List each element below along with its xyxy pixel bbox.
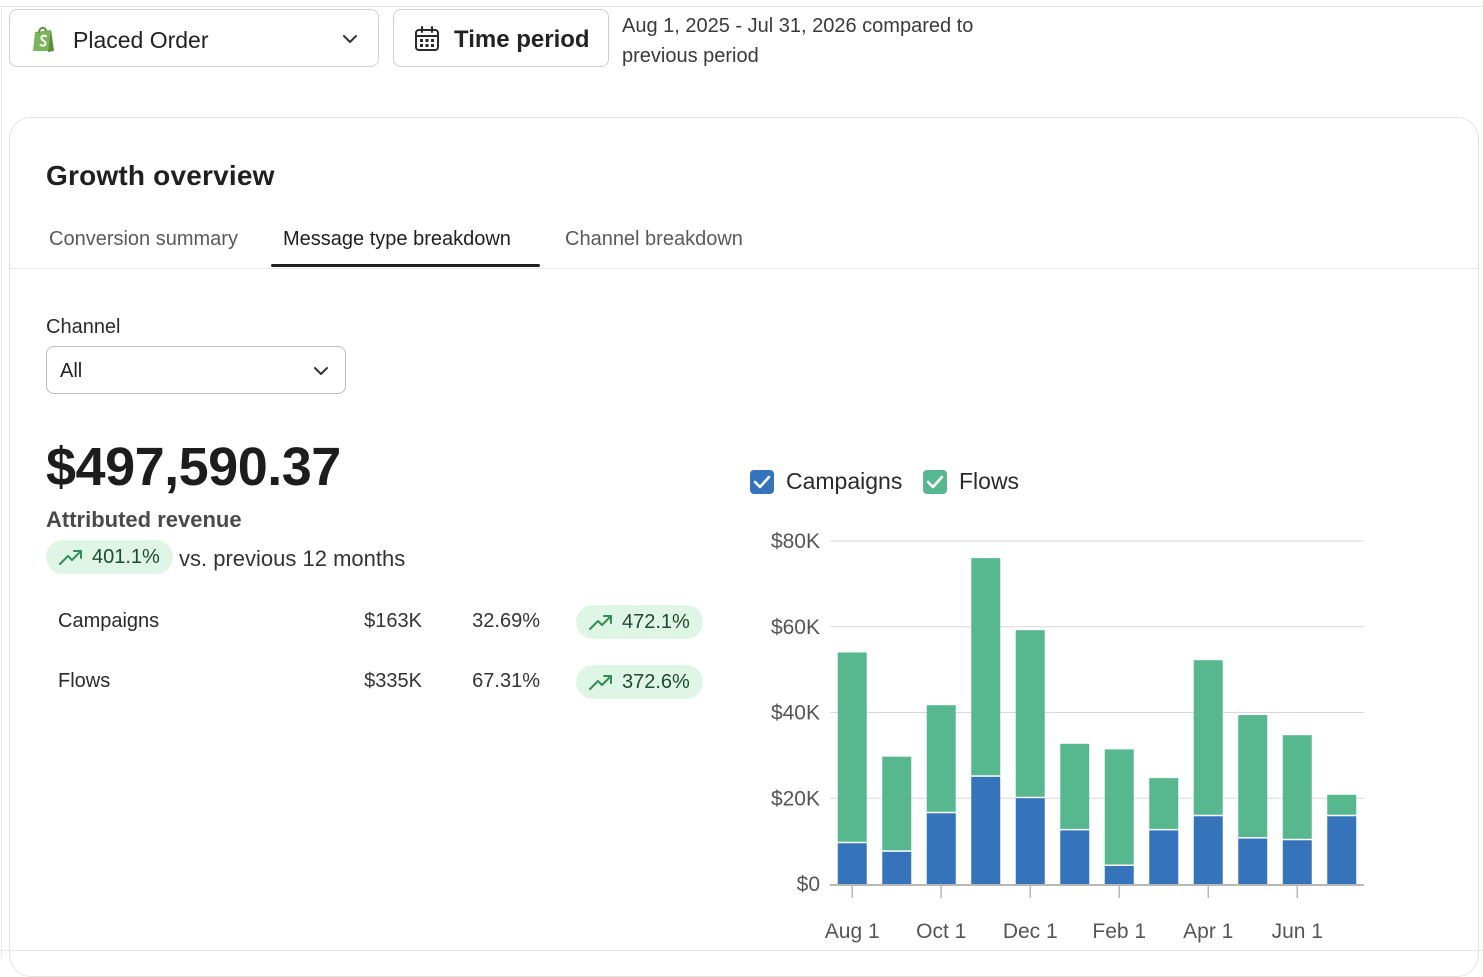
bar-campaigns [1104, 865, 1134, 884]
legend-toggle-flows[interactable]: Flows [923, 468, 1019, 495]
total-change-value: 401.1% [92, 545, 160, 568]
bar-campaigns [1149, 830, 1179, 884]
y-tick-label: $60K [771, 616, 820, 639]
growth-overview-card: Growth overview Conversion summary Messa… [9, 117, 1479, 977]
y-tick-label: $0 [797, 873, 820, 896]
total-change-badge: 401.1% [46, 540, 173, 574]
breakdown-change-badge-campaigns: 472.1% [576, 605, 703, 639]
checkbox-checked-icon [750, 469, 774, 494]
tab-message-type-breakdown[interactable]: Message type breakdown [283, 228, 511, 250]
shopify-icon [33, 26, 54, 52]
bar-campaigns [1282, 840, 1312, 884]
period-description: Aug 1, 2025 - Jul 31, 2026 compared to p… [622, 15, 974, 67]
x-tick-label: Oct 1 [916, 920, 966, 943]
bar-flows [971, 558, 1001, 776]
bar-flows [1327, 794, 1357, 815]
left-divider [1, 6, 2, 958]
legend-toggle-campaigns[interactable]: Campaigns [750, 468, 902, 495]
card-title: Growth overview [46, 160, 275, 191]
bar-campaigns [837, 843, 867, 884]
bar-flows [1193, 660, 1223, 815]
breakdown-label-campaigns: Campaigns [58, 610, 160, 632]
trend-up-icon [59, 550, 82, 565]
checkbox-checked-icon [923, 469, 947, 494]
bar-campaigns [971, 776, 1001, 884]
bar-flows [1060, 743, 1090, 829]
x-tick-label: Dec 1 [1003, 920, 1058, 943]
chevron-down-icon [314, 367, 328, 375]
channel-filter-label: Channel [46, 316, 121, 338]
bar-campaigns [1193, 816, 1223, 884]
x-tick-label: Apr 1 [1183, 920, 1233, 943]
breakdown-change-badge-flows: 372.6% [576, 665, 703, 699]
bar-campaigns [1060, 830, 1090, 884]
bar-campaigns [1327, 816, 1357, 884]
legend-label-flows: Flows [959, 468, 1020, 494]
bar-campaigns [926, 813, 956, 884]
revenue-bar-chart: $0 $20K $40K $60K $80K Aug 1 Oct 1 Dec 1 Feb 1 Ap… [771, 530, 1364, 943]
y-tick-label: $20K [771, 787, 820, 810]
breakdown-amount-campaigns: $163K [364, 610, 422, 632]
breakdown-change-flows: 372.6% [622, 670, 690, 693]
breakdown-change-campaigns: 472.1% [622, 610, 690, 633]
trend-up-icon [589, 615, 612, 630]
event-select[interactable]: Placed Order [9, 9, 379, 67]
x-tick-label: Jun 1 [1272, 920, 1323, 943]
breakdown-share-campaigns: 32.69% [472, 610, 540, 632]
total-change-comparison: vs. previous 12 months [179, 546, 406, 571]
y-tick-label: $40K [771, 702, 820, 725]
bar-flows [1149, 778, 1179, 829]
breakdown-share-flows: 67.31% [472, 670, 540, 692]
bar-flows [882, 756, 912, 851]
breakdown-label-flows: Flows [58, 670, 111, 692]
x-tick-label: Aug 1 [825, 920, 880, 943]
total-revenue: $497,590.37 [46, 437, 341, 497]
legend-label-campaigns: Campaigns [786, 468, 903, 494]
y-tick-label: $80K [771, 530, 820, 553]
total-revenue-label: Attributed revenue [46, 507, 242, 532]
x-tick-label: Feb 1 [1092, 920, 1146, 943]
top-divider [0, 6, 1483, 7]
bar-flows [1104, 749, 1134, 865]
event-select-value: Placed Order [73, 27, 209, 53]
calendar-icon [415, 26, 439, 51]
bar-campaigns [882, 851, 912, 884]
channel-select-value: All [60, 360, 83, 382]
bar-flows [837, 652, 867, 842]
chevron-down-icon [343, 35, 357, 43]
active-tab-indicator [271, 264, 540, 267]
tab-channel-breakdown[interactable]: Channel breakdown [565, 228, 743, 250]
channel-select[interactable]: All [46, 346, 346, 394]
breakdown-amount-flows: $335K [364, 670, 422, 692]
bar-campaigns [1015, 798, 1045, 884]
time-period-label: Time period [454, 26, 590, 53]
trend-up-icon [589, 675, 612, 690]
bar-flows [1015, 630, 1045, 797]
bar-flows [1282, 735, 1312, 839]
tabs-divider [10, 268, 1478, 269]
time-period-button[interactable]: Time period [393, 9, 609, 67]
bar-campaigns [1238, 838, 1268, 884]
bar-flows [1238, 715, 1268, 838]
tab-conversion-summary[interactable]: Conversion summary [49, 228, 238, 250]
bottom-divider [0, 950, 1483, 951]
bar-flows [926, 705, 956, 812]
